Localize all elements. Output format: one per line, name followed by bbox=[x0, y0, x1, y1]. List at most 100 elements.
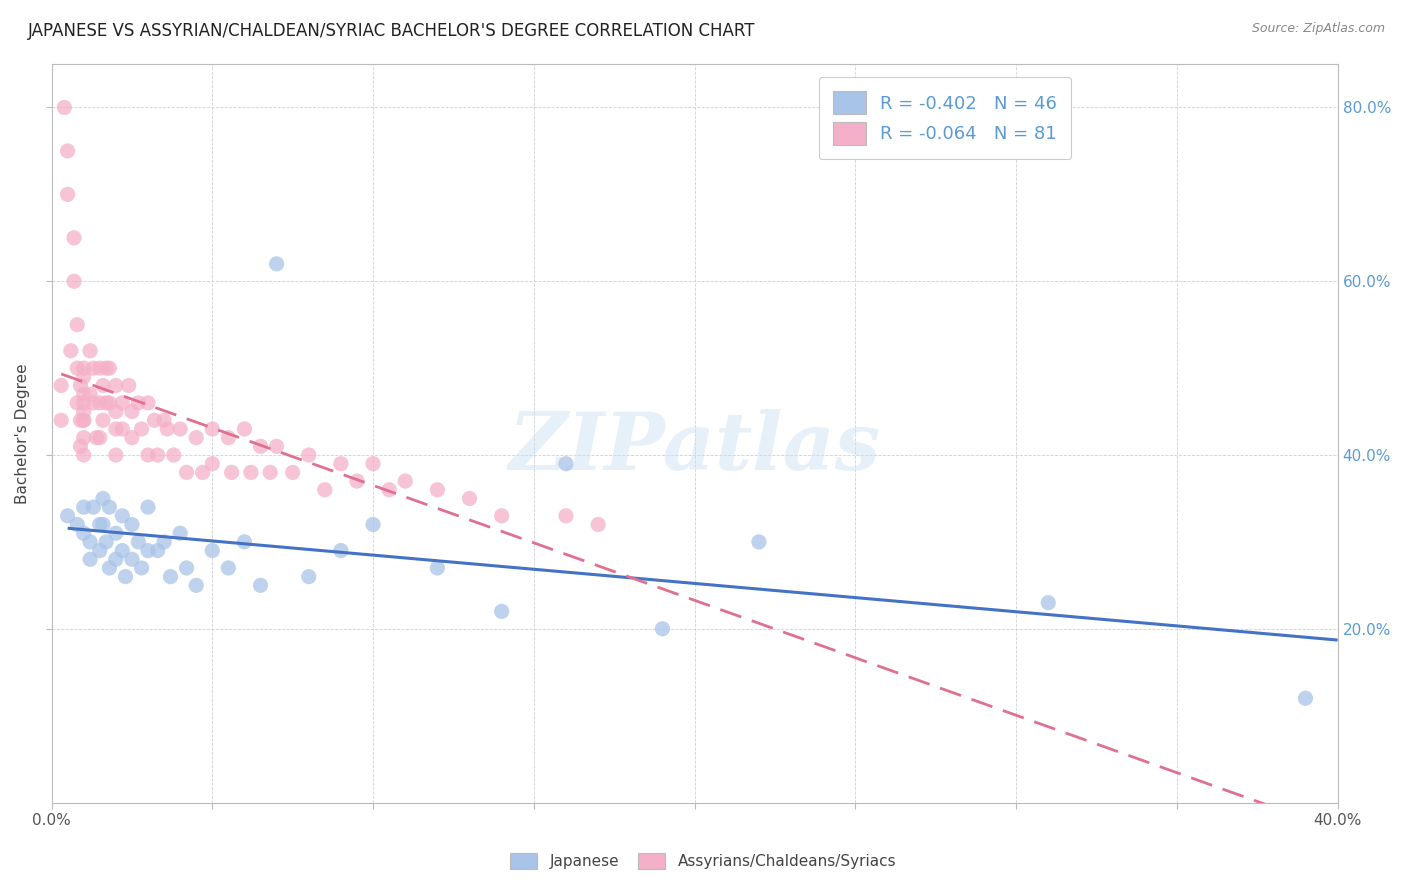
Point bbox=[249, 439, 271, 453]
Point bbox=[89, 361, 111, 376]
Point bbox=[186, 578, 208, 592]
Text: Source: ZipAtlas.com: Source: ZipAtlas.com bbox=[1251, 22, 1385, 36]
Legend: Japanese, Assyrians/Chaldeans/Syriacs: Japanese, Assyrians/Chaldeans/Syriacs bbox=[503, 847, 903, 875]
Point bbox=[98, 396, 121, 410]
Point bbox=[221, 466, 243, 480]
Point bbox=[63, 274, 86, 288]
Text: JAPANESE VS ASSYRIAN/CHALDEAN/SYRIAC BACHELOR'S DEGREE CORRELATION CHART: JAPANESE VS ASSYRIAN/CHALDEAN/SYRIAC BAC… bbox=[28, 22, 755, 40]
Point bbox=[73, 448, 96, 462]
Point bbox=[555, 508, 578, 523]
Point bbox=[86, 431, 108, 445]
Point bbox=[186, 431, 208, 445]
Point bbox=[104, 448, 127, 462]
Point bbox=[217, 561, 239, 575]
Point bbox=[56, 187, 79, 202]
Point bbox=[89, 431, 111, 445]
Point bbox=[111, 543, 134, 558]
Point bbox=[266, 257, 288, 271]
Point bbox=[73, 387, 96, 401]
Point bbox=[217, 431, 239, 445]
Point bbox=[176, 466, 198, 480]
Point bbox=[98, 561, 121, 575]
Point bbox=[111, 422, 134, 436]
Point bbox=[153, 413, 176, 427]
Point bbox=[66, 318, 89, 332]
Point bbox=[458, 491, 481, 506]
Point bbox=[79, 343, 101, 358]
Point bbox=[298, 569, 321, 583]
Point bbox=[426, 483, 449, 497]
Point bbox=[63, 231, 86, 245]
Point bbox=[329, 543, 352, 558]
Point bbox=[111, 508, 134, 523]
Point bbox=[146, 448, 169, 462]
Point bbox=[239, 466, 262, 480]
Point bbox=[89, 517, 111, 532]
Point bbox=[169, 422, 191, 436]
Point bbox=[118, 378, 141, 392]
Point bbox=[121, 431, 143, 445]
Text: ZIPatlas: ZIPatlas bbox=[509, 409, 880, 487]
Point bbox=[191, 466, 214, 480]
Point bbox=[89, 396, 111, 410]
Point bbox=[98, 500, 121, 515]
Point bbox=[51, 378, 73, 392]
Point bbox=[491, 508, 513, 523]
Point bbox=[586, 517, 609, 532]
Point bbox=[201, 457, 224, 471]
Point bbox=[201, 422, 224, 436]
Point bbox=[121, 552, 143, 566]
Point bbox=[136, 543, 159, 558]
Point bbox=[73, 361, 96, 376]
Point bbox=[98, 361, 121, 376]
Point bbox=[266, 439, 288, 453]
Point bbox=[66, 361, 89, 376]
Point bbox=[104, 552, 127, 566]
Point bbox=[96, 396, 118, 410]
Point bbox=[82, 396, 104, 410]
Point bbox=[169, 526, 191, 541]
Point bbox=[394, 474, 416, 488]
Legend: R = -0.402   N = 46, R = -0.064   N = 81: R = -0.402 N = 46, R = -0.064 N = 81 bbox=[818, 77, 1071, 160]
Point bbox=[1295, 691, 1317, 706]
Point bbox=[73, 413, 96, 427]
Point bbox=[314, 483, 336, 497]
Point bbox=[233, 422, 256, 436]
Point bbox=[361, 457, 384, 471]
Point bbox=[66, 517, 89, 532]
Point bbox=[104, 526, 127, 541]
Point bbox=[426, 561, 449, 575]
Point bbox=[73, 431, 96, 445]
Point bbox=[69, 413, 91, 427]
Point bbox=[136, 500, 159, 515]
Point bbox=[346, 474, 368, 488]
Point bbox=[111, 396, 134, 410]
Point bbox=[156, 422, 179, 436]
Point bbox=[555, 457, 578, 471]
Point bbox=[201, 543, 224, 558]
Point bbox=[56, 144, 79, 158]
Point bbox=[491, 604, 513, 618]
Point bbox=[66, 396, 89, 410]
Point bbox=[79, 552, 101, 566]
Point bbox=[53, 101, 76, 115]
Point bbox=[91, 378, 114, 392]
Point bbox=[127, 534, 149, 549]
Point bbox=[249, 578, 271, 592]
Y-axis label: Bachelor's Degree: Bachelor's Degree bbox=[15, 363, 30, 504]
Point bbox=[51, 413, 73, 427]
Point bbox=[69, 439, 91, 453]
Point bbox=[73, 413, 96, 427]
Point bbox=[73, 369, 96, 384]
Point bbox=[136, 396, 159, 410]
Point bbox=[56, 508, 79, 523]
Point bbox=[748, 534, 770, 549]
Point bbox=[121, 517, 143, 532]
Point bbox=[59, 343, 82, 358]
Point bbox=[104, 422, 127, 436]
Point bbox=[73, 526, 96, 541]
Point bbox=[131, 422, 153, 436]
Point bbox=[104, 404, 127, 418]
Point bbox=[121, 404, 143, 418]
Point bbox=[159, 569, 181, 583]
